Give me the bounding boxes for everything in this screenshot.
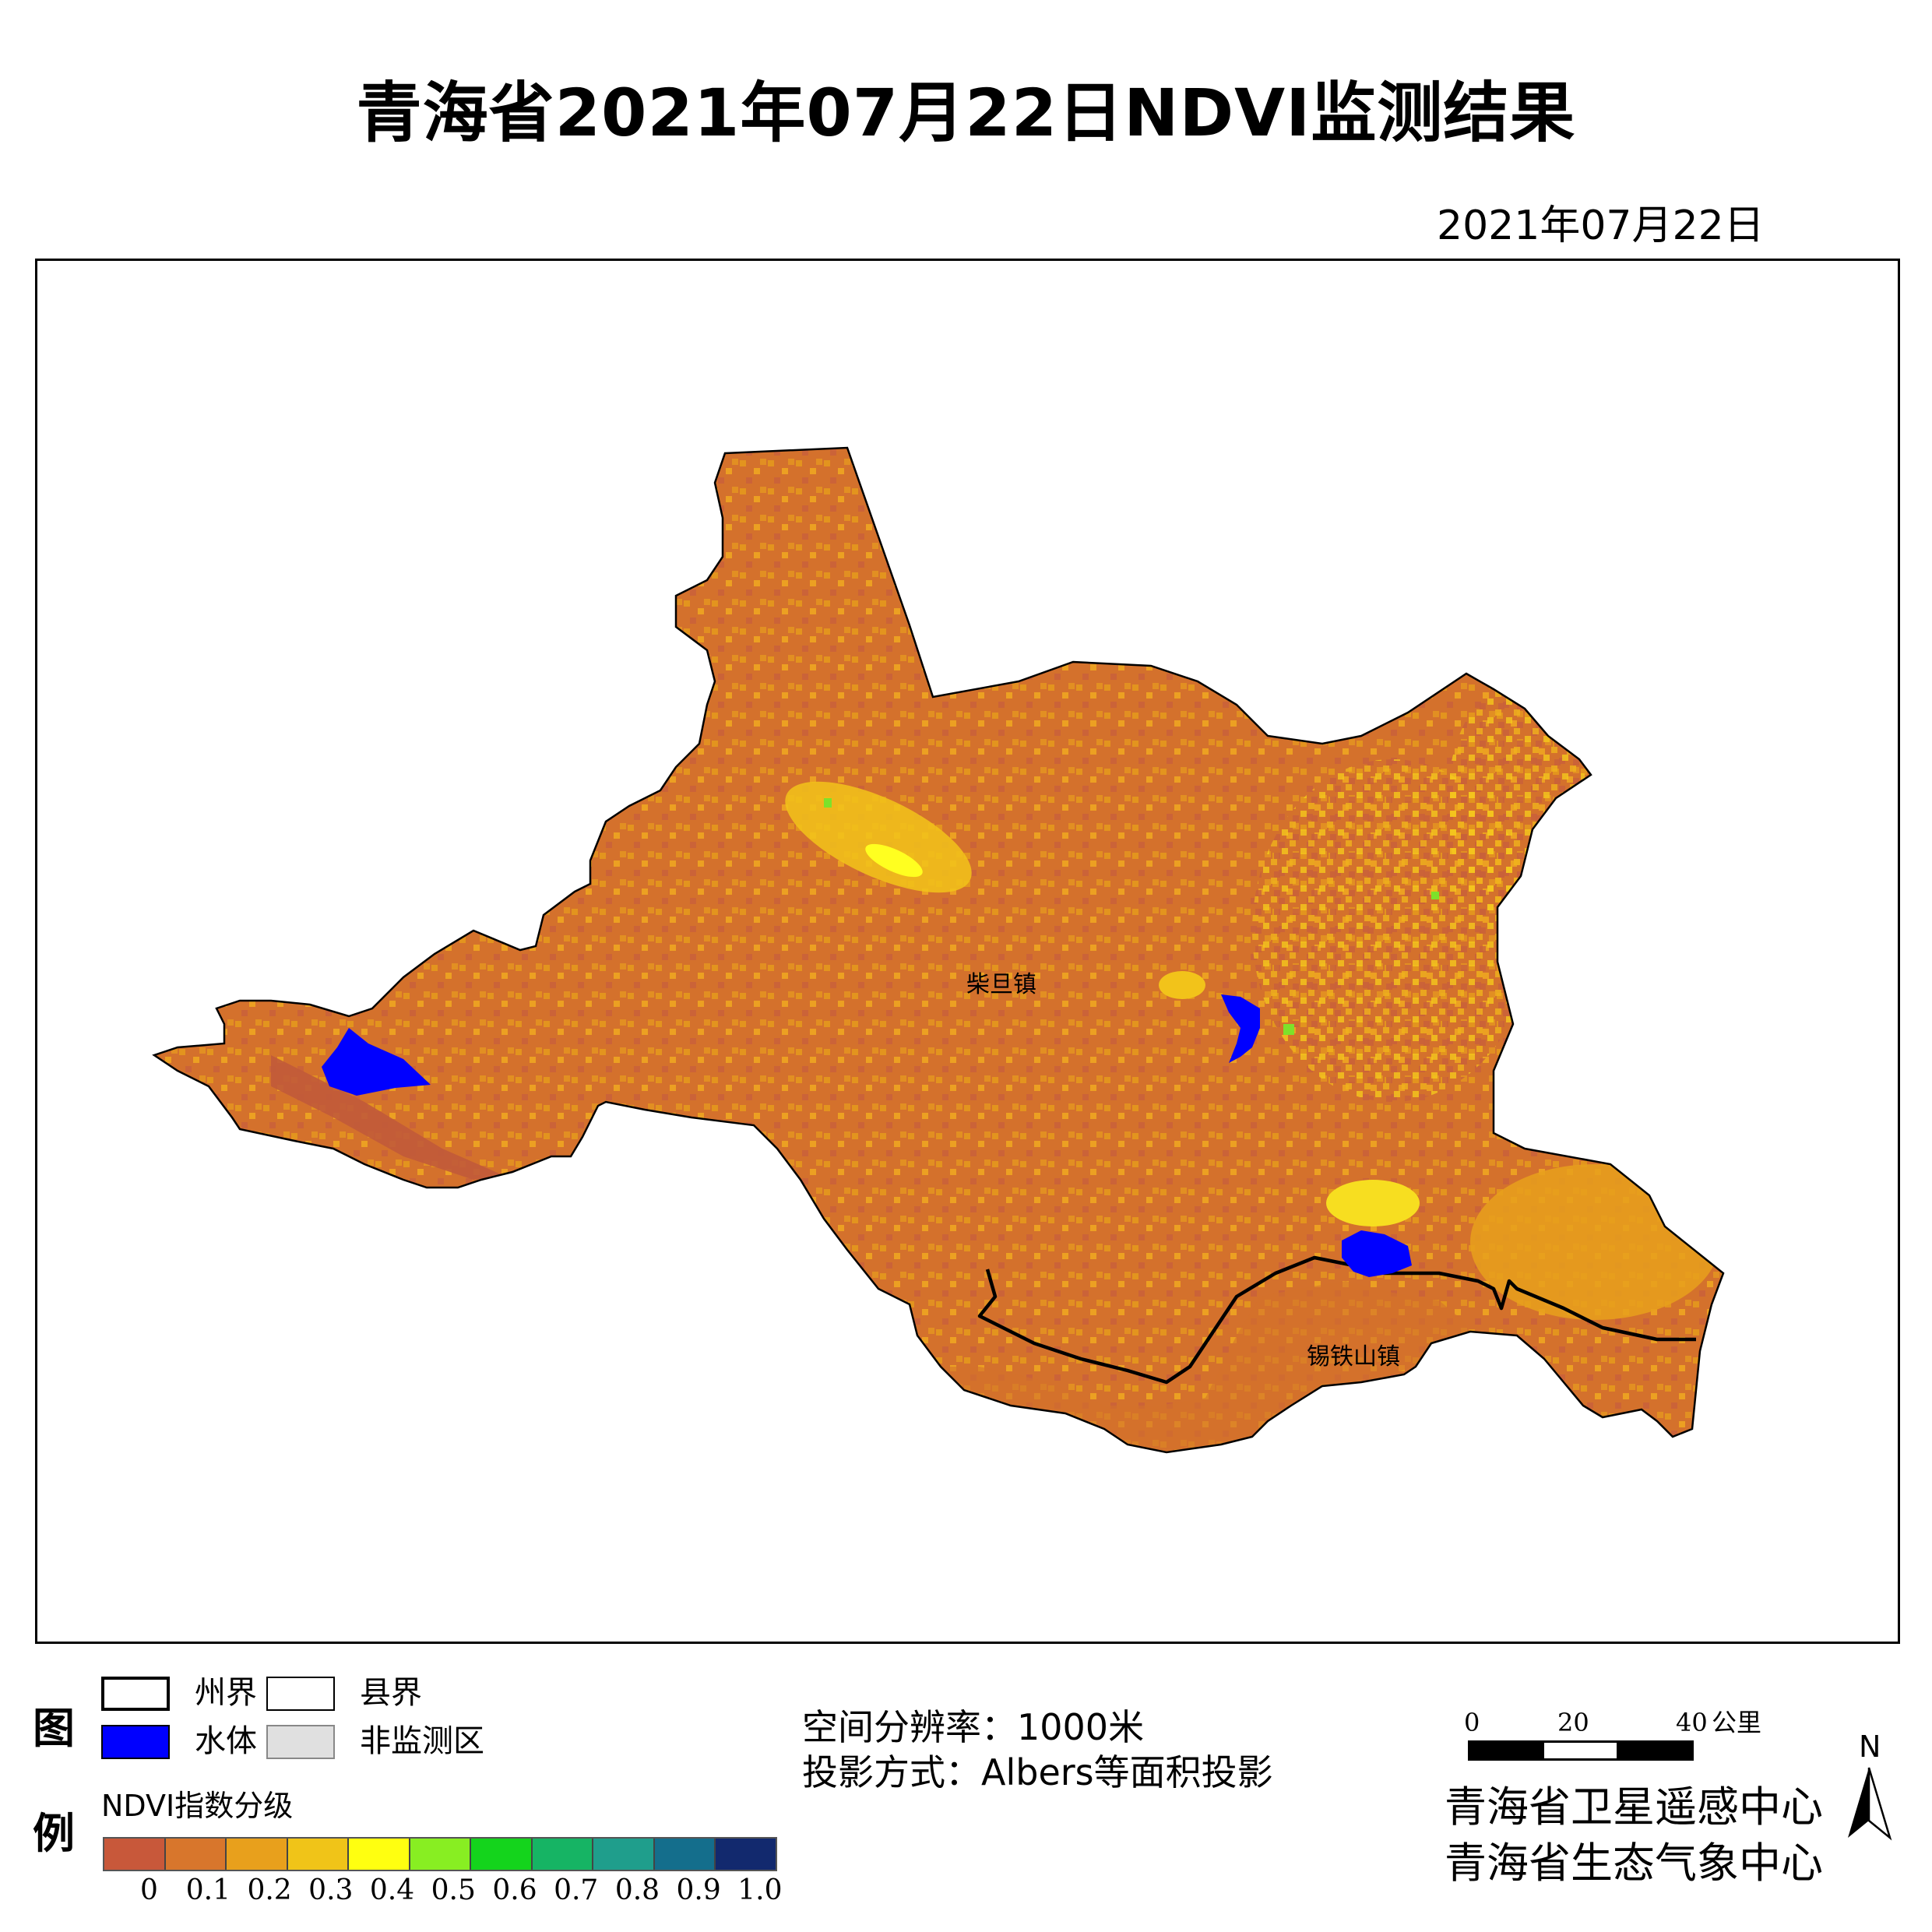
county-border-swatch — [266, 1677, 335, 1711]
ndvi-tick-label: 0.7 — [554, 1874, 599, 1906]
ndvi-tick-label: 1.0 — [737, 1874, 783, 1906]
north-arrow-dark-half — [1848, 1768, 1869, 1838]
ndvi-ramp-cell — [287, 1839, 350, 1870]
map-title: 青海省2021年07月22日NDVI监测结果 — [356, 75, 1576, 151]
ndvi-tick-label: 0.6 — [492, 1874, 537, 1906]
map-canvas — [153, 446, 1725, 1454]
water-label: 水体 — [195, 1723, 257, 1759]
ndvi-tick-label: 0.8 — [614, 1874, 660, 1906]
org-eco-meteorology-center: 青海省生态气象中心 — [1445, 1839, 1823, 1888]
ndvi-green-pixel — [824, 798, 832, 808]
ndvi-tick-label: 0.5 — [431, 1874, 476, 1906]
ndvi-patch-northwest-band — [785, 781, 972, 893]
county-border-label: 县界 — [360, 1675, 422, 1711]
scale-label-40: 40 — [1676, 1708, 1708, 1737]
scale-bar-segment-light — [1544, 1743, 1617, 1758]
ndvi-ramp-cell — [532, 1839, 594, 1870]
place-label-xitieshan: 锡铁山镇 — [1307, 1343, 1400, 1371]
ndvi-patch-southeast — [1470, 1164, 1719, 1320]
ndvi-ramp-cell — [227, 1839, 288, 1870]
ndvi-color-ramp — [103, 1837, 777, 1871]
non-monitored-label: 非监测区 — [360, 1723, 484, 1759]
ndvi-tick-label: 0.9 — [676, 1874, 721, 1906]
ndvi-patch-near-lake — [1326, 1180, 1420, 1226]
prefecture-boundary — [977, 1255, 1696, 1385]
org-satellite-center: 青海省卫星遥感中心 — [1445, 1782, 1823, 1832]
prefecture-border-label: 州界 — [195, 1675, 257, 1711]
water-swatch — [101, 1725, 170, 1759]
water-body-west — [322, 1028, 431, 1096]
ndvi-patch-yellow-streak — [865, 843, 923, 878]
water-body-center — [1221, 994, 1260, 1063]
resolution-text: 空间分辨率：1000米 — [802, 1706, 1145, 1748]
ndvi-tick-label: 0.2 — [247, 1874, 292, 1906]
ndvi-ramp-cell — [471, 1839, 533, 1870]
ndvi-tick-label: 0.4 — [369, 1874, 415, 1906]
ndvi-ramp-cell — [654, 1839, 716, 1870]
prefecture-border-swatch — [101, 1677, 170, 1711]
ndvi-ramp-cell — [716, 1839, 776, 1870]
map-frame: 柴旦镇 锡铁山镇 — [35, 259, 1900, 1644]
ndvi-speckle-layer — [154, 448, 1723, 1452]
ndvi-ramp-cell — [104, 1839, 166, 1870]
ndvi-south-county — [941, 1281, 1478, 1452]
ndvi-ramp-cell — [349, 1839, 410, 1870]
north-arrow: N — [1842, 1729, 1896, 1849]
ndvi-ramp-cell — [165, 1839, 227, 1870]
north-letter: N — [1859, 1730, 1881, 1764]
projection-text: 投影方式：Albers等面积投影 — [802, 1751, 1273, 1793]
scale-label-0: 0 — [1464, 1708, 1480, 1737]
map-date: 2021年07月22日 — [1437, 202, 1765, 249]
place-label-chaidan: 柴旦镇 — [966, 971, 1036, 998]
water-body-south — [1342, 1230, 1412, 1277]
legend-word-top: 图 — [33, 1704, 75, 1753]
north-arrow-light-half — [1867, 1767, 1892, 1841]
ndvi-ramp-cell — [410, 1839, 472, 1870]
scale-label-unit: 公里 — [1712, 1708, 1762, 1737]
ndvi-ramp-cell — [593, 1839, 655, 1870]
ndvi-tick-label: 0.3 — [308, 1874, 354, 1906]
legend-word-bottom: 例 — [33, 1809, 75, 1858]
non-monitored-swatch — [266, 1725, 335, 1759]
ndvi-tick-label: 0 — [140, 1874, 158, 1906]
ndvi-patch-center — [1159, 971, 1205, 999]
ndvi-green-pixel — [1431, 892, 1439, 899]
ndvi-tick-label: 0.1 — [185, 1874, 231, 1906]
ndvi-legend-title: NDVI指数分级 — [101, 1789, 294, 1823]
scale-label-20: 20 — [1557, 1708, 1589, 1737]
ndvi-green-pixel — [1283, 1024, 1294, 1035]
ndvi-patch-northeast — [1447, 681, 1587, 931]
